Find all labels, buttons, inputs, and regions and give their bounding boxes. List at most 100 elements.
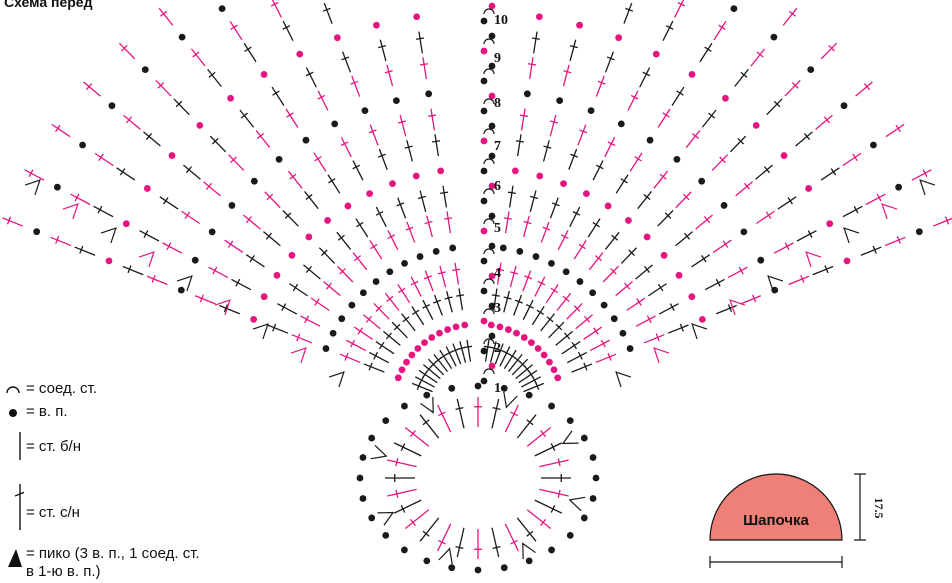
chain-stitch bbox=[548, 546, 555, 554]
chain-stitch bbox=[546, 358, 553, 366]
chain-stitch bbox=[580, 434, 588, 442]
chain-stitch bbox=[720, 202, 728, 209]
single-crochet-icon bbox=[4, 430, 26, 466]
chain-stitch bbox=[500, 564, 508, 572]
double-crochet-stitch bbox=[404, 140, 414, 162]
legend-item-slip-stitch: = соед. ст. bbox=[4, 380, 97, 402]
schema-height: 17.5 bbox=[872, 498, 886, 519]
double-crochet-stitch bbox=[516, 414, 537, 439]
double-crochet-stitch bbox=[577, 124, 588, 146]
double-crochet-stitch bbox=[94, 152, 114, 167]
double-crochet-stitch bbox=[755, 210, 775, 225]
double-crochet-stitch bbox=[419, 517, 440, 542]
double-crochet-stitch bbox=[740, 294, 762, 305]
double-crochet-stitch bbox=[592, 160, 604, 181]
chain-stitch bbox=[191, 256, 199, 264]
double-crochet-stitch bbox=[291, 333, 313, 344]
chain-stitch bbox=[587, 107, 595, 115]
double-crochet-stitch bbox=[587, 218, 601, 238]
chain-stitch bbox=[480, 227, 488, 235]
double-crochet-stitch bbox=[455, 527, 465, 558]
chain-stitch bbox=[540, 351, 548, 359]
chain-stitch bbox=[444, 326, 452, 333]
double-crochet-stitch bbox=[432, 134, 441, 157]
legend-item-chain: = в. п. bbox=[4, 403, 68, 425]
double-crochet-stitch bbox=[384, 64, 394, 87]
row-number: 1 bbox=[494, 381, 501, 396]
double-crochet-stitch bbox=[224, 239, 244, 254]
chain-stitch bbox=[401, 546, 408, 554]
chain-stitch bbox=[394, 374, 402, 382]
double-crochet-stitch bbox=[404, 509, 430, 530]
double-crochet-stitch bbox=[444, 290, 453, 313]
picot-stitch bbox=[919, 179, 936, 196]
chain-stitch bbox=[698, 315, 706, 323]
chain-stitch bbox=[413, 13, 421, 21]
chain-stitch bbox=[368, 434, 376, 442]
double-crochet-stitch bbox=[50, 236, 72, 247]
chain-stitch bbox=[535, 13, 543, 21]
double-crochet-stitch bbox=[534, 276, 546, 297]
double-crochet-stitch bbox=[523, 215, 532, 238]
picot-stitch bbox=[615, 371, 632, 388]
chain-stitch bbox=[452, 323, 460, 331]
double-crochet-stitch bbox=[417, 190, 427, 212]
double-crochet-stitch bbox=[542, 140, 552, 162]
double-crochet-stitch bbox=[569, 39, 578, 62]
chain-stitch bbox=[576, 278, 584, 285]
double-crochet-stitch bbox=[491, 527, 501, 558]
double-crochet-stitch bbox=[507, 353, 523, 373]
double-crochet-stitch bbox=[24, 169, 45, 181]
double-crochet-stitch bbox=[691, 254, 711, 268]
chain-stitch bbox=[730, 5, 738, 13]
double-crochet-stitch bbox=[657, 210, 674, 227]
chain-stitch bbox=[615, 34, 623, 42]
double-crochet-stitch bbox=[464, 339, 473, 362]
double-crochet-stitch bbox=[116, 167, 136, 181]
chain-stitch bbox=[652, 50, 660, 58]
double-crochet-stitch bbox=[323, 281, 341, 297]
double-crochet-stitch bbox=[422, 299, 434, 320]
chain-stitch bbox=[414, 345, 422, 352]
double-crochet-stitch bbox=[322, 2, 333, 24]
double-crochet-stitch bbox=[507, 185, 516, 208]
double-crochet-stitch bbox=[267, 323, 289, 334]
double-crochet-stitch bbox=[623, 2, 634, 24]
double-crochet-stitch bbox=[162, 242, 183, 254]
double-crochet-stitch bbox=[229, 20, 243, 41]
chain-stitch bbox=[461, 321, 469, 329]
chain-stitch bbox=[425, 90, 433, 98]
double-crochet-stitch bbox=[527, 57, 536, 80]
double-crochet-stitch bbox=[227, 154, 245, 171]
chain-stitch bbox=[53, 183, 61, 191]
slip-stitch bbox=[483, 38, 495, 45]
double-crochet-stitch bbox=[795, 131, 813, 147]
chain-stitch bbox=[480, 347, 488, 355]
chain-stitch bbox=[416, 253, 424, 260]
double-crochet-stitch bbox=[523, 382, 545, 393]
chain-stitch bbox=[382, 531, 390, 539]
chain-stitch bbox=[228, 202, 236, 209]
double-crochet-stitch bbox=[788, 274, 810, 286]
double-crochet-stitch bbox=[146, 274, 168, 286]
chain-stitch bbox=[660, 251, 668, 259]
slip-stitch bbox=[483, 128, 495, 135]
double-crochet-stitch bbox=[796, 230, 817, 242]
chain-stitch bbox=[643, 233, 651, 241]
chain-stitch bbox=[423, 391, 431, 399]
double-crochet-stitch bbox=[777, 196, 797, 210]
row-number: 5 bbox=[494, 221, 501, 236]
double-crochet-stitch bbox=[647, 283, 667, 297]
double-crochet-stitch bbox=[207, 68, 222, 87]
chain-stitch bbox=[196, 121, 204, 129]
double-crochet-stitch bbox=[405, 221, 416, 243]
double-crochet-stitch bbox=[452, 262, 461, 285]
double-crochet-stitch bbox=[341, 51, 352, 73]
row-number: 9 bbox=[494, 51, 501, 66]
chain-stitch bbox=[504, 326, 512, 333]
legend-label: = соед. ст. bbox=[26, 380, 97, 397]
picot-stitch bbox=[24, 179, 41, 196]
row-number: 10 bbox=[494, 13, 508, 28]
chain-stitch bbox=[359, 289, 367, 297]
